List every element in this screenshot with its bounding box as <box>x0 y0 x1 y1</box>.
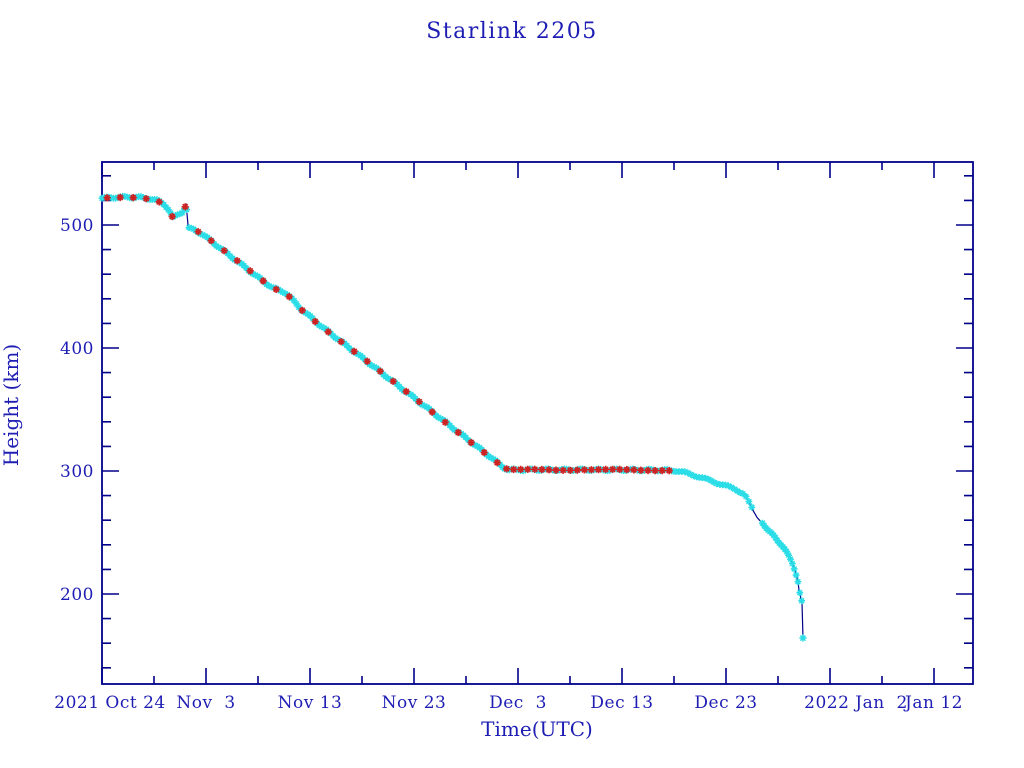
plot-frame <box>101 161 974 685</box>
x-tick-label: Nov 3 <box>176 693 235 713</box>
x-tick-label: Dec 23 <box>694 693 757 713</box>
y-axis-title: Height (km) <box>0 344 23 466</box>
axis-tick-labels: 2021 Oct 24 Nov 3 Nov 13 Nov 23 Dec 3 Dec 13 D… <box>54 216 963 713</box>
x-tick-label: 2021 Oct 24 <box>54 693 166 713</box>
chart-title: Starlink 2205 <box>426 19 598 44</box>
axis-ticks <box>101 162 973 684</box>
y-tick-label: 500 <box>60 216 94 236</box>
y-tick-label: 300 <box>60 462 94 482</box>
trajectory-line <box>101 196 804 639</box>
x-tick-label: Jan 12 <box>903 693 963 713</box>
red-asterisk-markers <box>103 193 673 475</box>
y-tick-label: 200 <box>60 585 94 605</box>
x-axis-title: Time(UTC) <box>481 717 593 741</box>
x-tick-label: 2022 Jan 2 <box>804 693 908 713</box>
tick-marks <box>101 162 973 684</box>
x-tick-label: Nov 13 <box>278 693 343 713</box>
y-tick-label: 400 <box>60 339 94 359</box>
x-tick-label: Dec 13 <box>590 693 653 713</box>
x-tick-label: Nov 23 <box>382 693 447 713</box>
x-tick-label: Dec 3 <box>489 693 547 713</box>
cyan-asterisk-markers <box>98 192 807 642</box>
